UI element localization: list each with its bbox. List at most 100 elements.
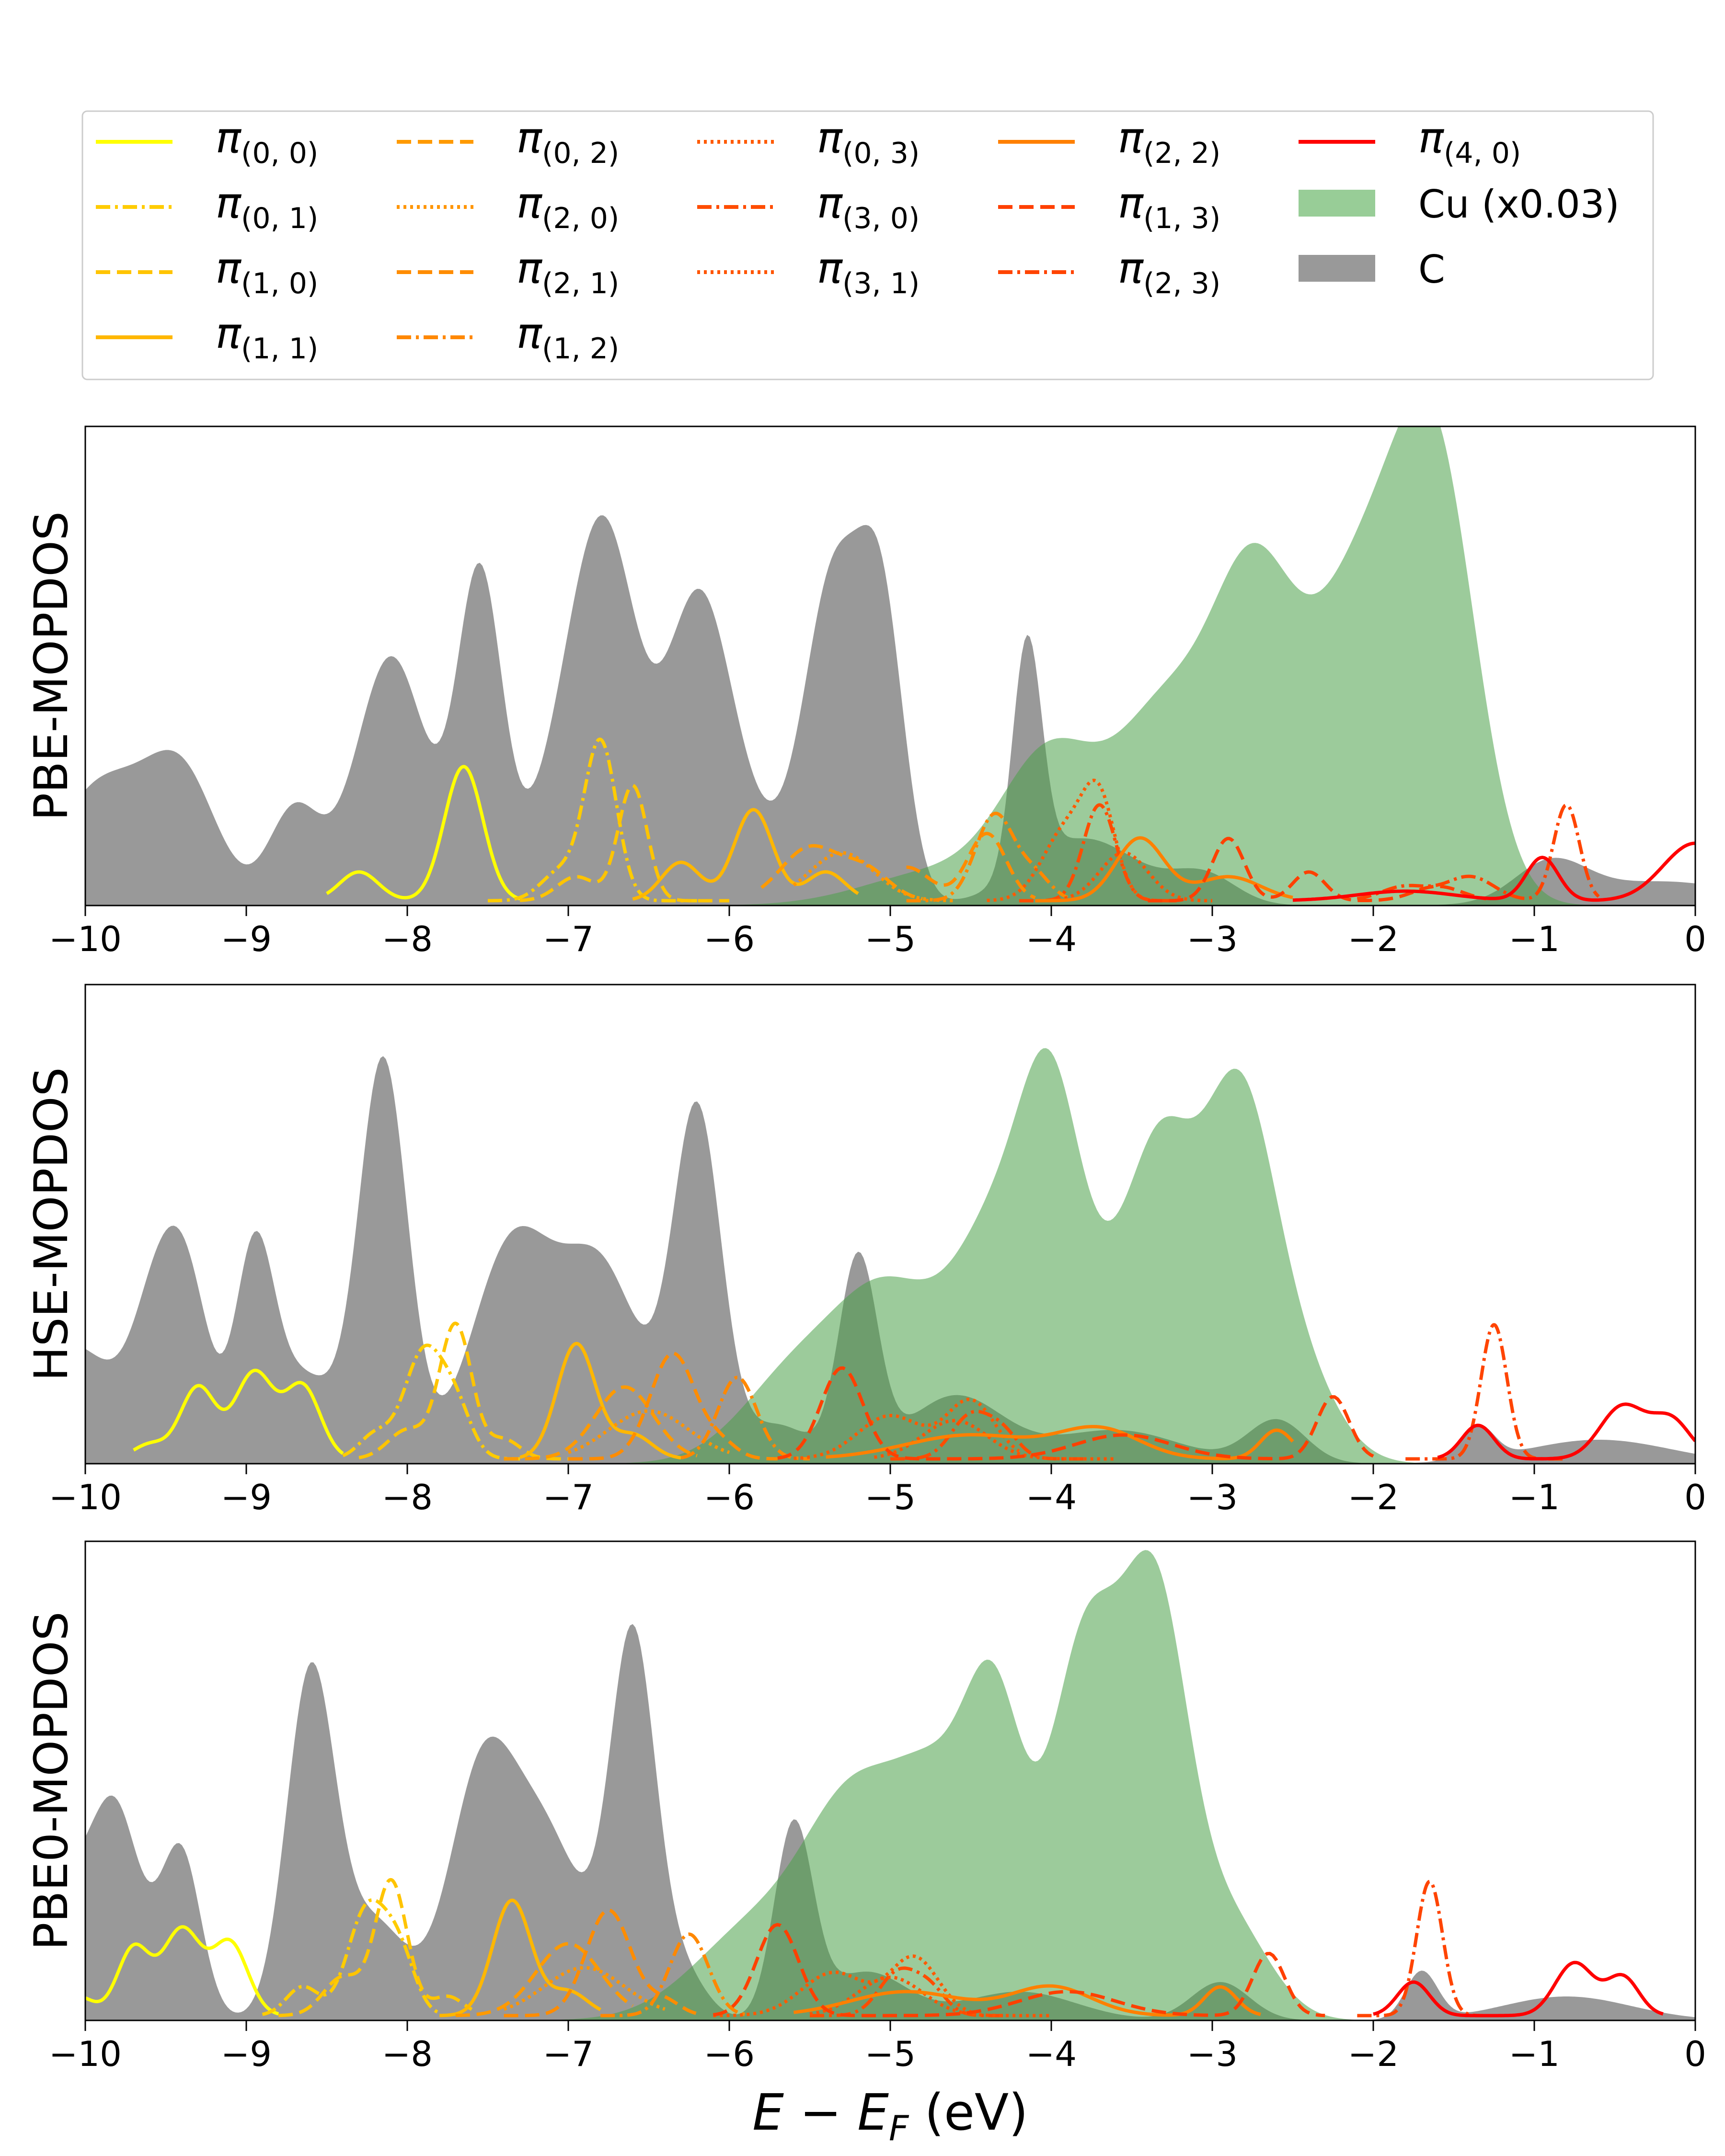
plot-area: [85, 426, 1695, 906]
legend-subscript: (1, 1): [241, 332, 318, 366]
legend-entry-p20: π(2, 0): [397, 178, 619, 235]
plot-area: [85, 1550, 1695, 2020]
pi-symbol: π: [517, 113, 543, 162]
legend-subscript: (0, 1): [241, 202, 318, 235]
legend-subscript: (2, 0): [542, 202, 619, 235]
legend-label-p03: π(0, 3): [817, 113, 920, 170]
legend-label-p23: π(2, 3): [1118, 243, 1220, 300]
xlabel-minus: −: [784, 2083, 857, 2142]
legend-entry-p02: π(0, 2): [397, 113, 619, 170]
pi-curve-p21: [567, 1352, 779, 1461]
legend-label-p40: π(4, 0): [1418, 113, 1521, 170]
x-tick-label: −3: [1187, 2034, 1238, 2074]
x-tick-label: −5: [865, 1477, 916, 1517]
pi-symbol: π: [216, 309, 242, 358]
pi-curve-p23: [1404, 1323, 1567, 1461]
legend-entry-p31: π(3, 1): [697, 243, 920, 300]
legend-label-p21: π(2, 1): [517, 243, 619, 300]
legend-swatch-cu: [1299, 190, 1375, 217]
x-tick-label: −6: [704, 1477, 755, 1517]
x-tick-label: −7: [543, 2034, 594, 2074]
x-tick-label: 0: [1684, 919, 1706, 959]
legend-subscript: (0, 0): [241, 137, 318, 170]
pi-curve-p40: [1373, 1961, 1664, 2018]
x-tick-label: −3: [1187, 919, 1238, 959]
pi-curve-p00: [326, 765, 521, 901]
legend-entry-p10: π(1, 0): [96, 243, 318, 300]
x-tick-label: −10: [49, 2034, 122, 2074]
pi-curve-p10: [277, 1878, 473, 2018]
plot-area: [85, 1048, 1695, 1464]
legend-entry-p23: π(2, 3): [998, 243, 1220, 300]
pi-curve-p20: [793, 851, 956, 903]
legend-entry-p13: π(1, 3): [998, 178, 1220, 235]
legend-label-p00: π(0, 0): [216, 113, 318, 170]
legend-label-p13: π(1, 3): [1118, 178, 1220, 235]
xlabel-e: E: [752, 2083, 784, 2142]
x-tick-label: −1: [1509, 919, 1560, 959]
x-tick-label: −1: [1509, 2034, 1560, 2074]
legend-subscript: (0, 2): [542, 137, 619, 170]
legend-entry-p01: π(0, 1): [96, 178, 318, 235]
pi-symbol: π: [517, 178, 543, 228]
legend-subscript: (3, 0): [842, 202, 920, 235]
pi-curve-p40: [1292, 841, 1695, 902]
x-tick-label: −1: [1509, 1477, 1560, 1517]
pi-curve-p30: [1018, 803, 1181, 903]
pi-curve-p00: [85, 1925, 279, 2016]
legend-frame: [81, 110, 1654, 380]
x-tick-label: −8: [382, 2034, 433, 2074]
pi-symbol: π: [517, 309, 543, 358]
x-tick-label: −10: [49, 919, 122, 959]
legend-entry-p22: π(2, 2): [998, 113, 1220, 170]
pi-symbol: π: [216, 178, 242, 228]
xlabel-ef-sub: F: [889, 2108, 909, 2148]
legend-label-p31: π(3, 1): [817, 243, 920, 300]
pi-symbol: π: [817, 113, 843, 162]
pi-curve-p22: [826, 1425, 1294, 1460]
y-axis-label: PBE0-MOPDOS: [24, 1612, 78, 1950]
x-tick-label: 0: [1684, 1477, 1706, 1517]
pi-curve-p03: [713, 1954, 972, 2018]
legend-label-p01: π(0, 1): [216, 178, 318, 235]
x-tick-label: −7: [543, 919, 594, 959]
pi-curve-p10: [519, 783, 730, 903]
pi-curve-p11: [519, 1342, 682, 1460]
legend-swatch-c: [1299, 255, 1375, 282]
pi-curve-p40: [1437, 1402, 1695, 1461]
legend-label-p20: π(2, 0): [517, 178, 619, 235]
pi-symbol: π: [817, 178, 843, 228]
pi-curve-p02: [760, 844, 923, 901]
legend-label-p30: π(3, 0): [817, 178, 920, 235]
pi-curve-p31: [1050, 851, 1213, 903]
x-tick-label: −10: [49, 1477, 122, 1517]
legend-subscript: (3, 1): [842, 267, 920, 300]
legend-entry-p00: π(0, 0): [96, 113, 318, 170]
pi-curve-p02: [455, 1942, 634, 2018]
legend-label-cu: Cu (x0.03): [1418, 182, 1620, 227]
pi-curve-p21: [503, 1908, 698, 2018]
pi-symbol: π: [817, 243, 843, 293]
pi-symbol: π: [216, 243, 242, 293]
legend-subscript: (4, 0): [1444, 137, 1521, 170]
x-tick-label: −5: [865, 2034, 916, 2074]
x-tick-label: −5: [865, 919, 916, 959]
pi-curve-p22: [1035, 836, 1293, 903]
x-tick-label: −8: [382, 919, 433, 959]
pi-symbol: π: [1118, 178, 1144, 228]
legend-entry-c: C: [1299, 247, 1445, 292]
cu-dos-area: [85, 1550, 1695, 2020]
pi-curve-p12: [905, 812, 1069, 903]
pi-curve-p01: [261, 1898, 440, 2016]
legend-subscript: (1, 3): [1143, 202, 1220, 235]
legend-label-p02: π(0, 2): [517, 113, 619, 170]
x-tick-label: −9: [221, 1477, 272, 1517]
legend-subscript: (2, 1): [542, 267, 619, 300]
c-dos-area: [85, 515, 1695, 906]
legend-subscript: (1, 0): [241, 267, 318, 300]
pi-curve-p31: [874, 1419, 1116, 1461]
legend-entry-p03: π(0, 3): [697, 113, 920, 170]
pi-symbol: π: [1118, 113, 1144, 162]
